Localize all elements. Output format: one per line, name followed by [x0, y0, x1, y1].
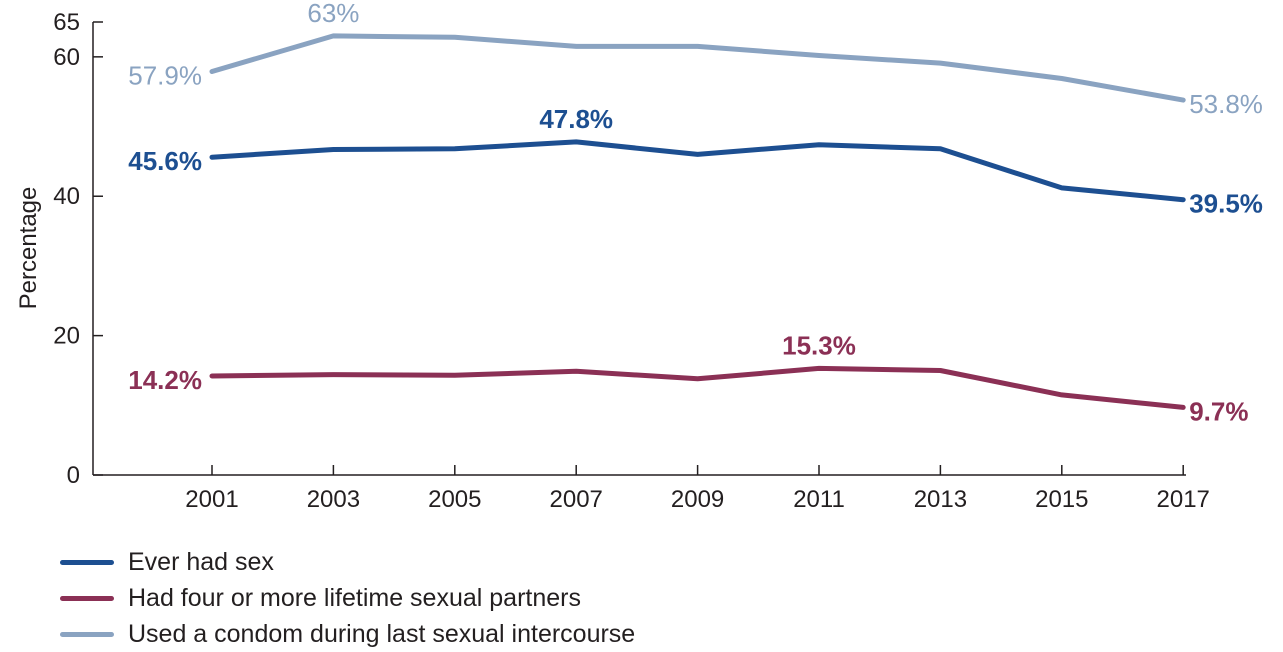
series-line-2: [209, 33, 1186, 103]
legend-swatch: [60, 631, 114, 637]
y-axis-label: Percentage: [15, 187, 42, 310]
legend: Ever had sex Had four or more lifetime s…: [60, 544, 635, 652]
x-tick-label: 2001: [185, 486, 238, 513]
legend-item-ever-had-sex: Ever had sex: [60, 544, 635, 580]
data-label: 9.7%: [1189, 396, 1248, 426]
y-tick-label: 0: [67, 462, 80, 489]
legend-item-used-condom: Used a condom during last sexual interco…: [60, 616, 635, 652]
data-label: 63%: [307, 0, 359, 28]
y-tick-label: 65: [53, 9, 80, 36]
legend-swatch: [60, 595, 114, 601]
data-label: 57.9%: [128, 60, 202, 90]
x-tick-label: 2003: [307, 486, 360, 513]
data-label: 14.2%: [128, 365, 202, 395]
x-tick-label: 2009: [671, 486, 724, 513]
legend-label: Had four or more lifetime sexual partner…: [128, 583, 581, 612]
data-label: 45.6%: [128, 146, 202, 176]
data-label: 47.8%: [539, 104, 613, 134]
legend-label: Used a condom during last sexual interco…: [128, 619, 636, 648]
x-tick-label: 2011: [793, 486, 845, 513]
legend-label: Ever had sex: [128, 547, 274, 576]
series-line-0: [209, 139, 1186, 203]
legend-swatch: [60, 559, 114, 565]
y-tick-label: 40: [53, 183, 80, 210]
x-tick-label: 2013: [914, 486, 967, 513]
x-tick-label: 2017: [1157, 486, 1210, 513]
data-label: 39.5%: [1189, 189, 1263, 219]
x-tick-label: 2015: [1035, 486, 1088, 513]
x-tick-label: 2005: [428, 486, 481, 513]
line-chart: Percentage 0 20 40 60 65 2001 2003 2005 2007 200…: [15, 0, 1263, 513]
y-tick-label: 60: [53, 44, 80, 71]
data-label: 15.3%: [782, 330, 856, 360]
data-label: 53.8%: [1189, 89, 1263, 119]
legend-item-four-or-more-partners: Had four or more lifetime sexual partner…: [60, 580, 635, 616]
x-tick-label: 2007: [550, 486, 603, 513]
series-line-1: [209, 365, 1186, 410]
y-tick-label: 20: [53, 323, 80, 350]
